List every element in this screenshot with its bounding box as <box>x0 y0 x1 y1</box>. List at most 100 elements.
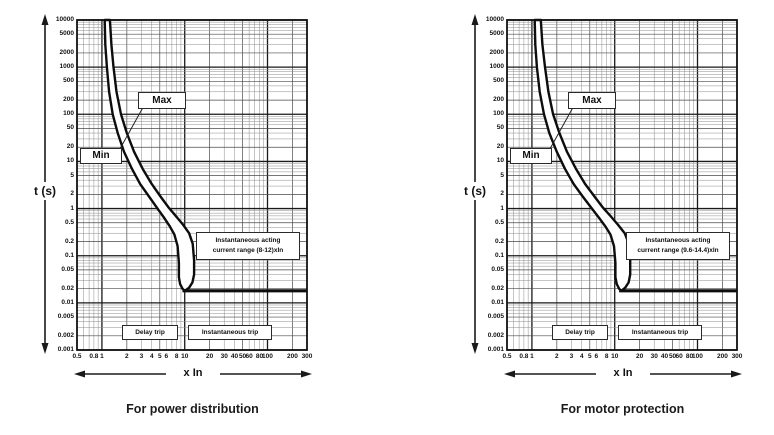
y-tick-label: 5 <box>500 171 504 179</box>
x-tick-label: 40 <box>230 353 239 360</box>
chart-caption: For motor protection <box>560 402 685 416</box>
x-tick-label: 80 <box>685 353 694 360</box>
y-tick-label: 2 <box>500 190 504 198</box>
x-tick-label: 200 <box>716 353 728 360</box>
y-tick-label: 0.002 <box>487 331 504 339</box>
x-tick-label: 0.8 <box>89 353 99 360</box>
x-tick-label: 1 <box>530 353 534 360</box>
y-tick-label: 1000 <box>59 63 74 71</box>
instantaneous-range-note: Instantaneous acting current range (9.6-… <box>626 232 730 261</box>
y-tick-label: 500 <box>63 77 74 85</box>
max-curve-label: Max <box>568 92 616 109</box>
y-tick-label: 0.02 <box>61 284 74 292</box>
delay-trip-label: Delay trip <box>552 325 608 340</box>
x-tick-label: 0.5 <box>502 353 512 360</box>
y-tick-label: 0.005 <box>487 313 504 321</box>
y-tick-label: 50 <box>66 124 74 132</box>
note-line-1: Instantaneous acting <box>645 237 711 244</box>
arrowhead-left-icon <box>74 370 85 378</box>
y-tick-label: 10000 <box>485 16 504 23</box>
arrowhead-down-icon <box>41 343 49 354</box>
arrowhead-right-icon <box>301 370 312 378</box>
x-tick-label: 200 <box>286 353 298 360</box>
y-tick-label: 0.05 <box>491 265 504 273</box>
y-tick-label: 100 <box>493 110 504 118</box>
y-tick-label: 0.5 <box>494 218 504 226</box>
instantaneous-trip-label: Instantaneous trip <box>618 325 702 340</box>
y-tick-label: 20 <box>496 143 504 151</box>
trip-curve-chart-power-distribution: t (s) 10000 5000 2000 1000 500 200 100 50 20 10 5 2… <box>20 8 365 432</box>
y-tick-label: 0.5 <box>64 218 74 226</box>
x-tick-label: 0.5 <box>72 353 82 360</box>
x-tick-label: 50 <box>668 353 677 360</box>
note-line-1: Instantaneous acting <box>215 237 281 244</box>
arrowhead-down-icon <box>471 343 479 354</box>
y-tick-label: 5000 <box>59 30 74 38</box>
note-line-2: current range (9.6-14.4)xIn <box>637 247 719 255</box>
y-tick-label: 200 <box>63 96 74 104</box>
x-tick-label: 2 <box>125 353 129 360</box>
x-tick-label: 6 <box>594 353 599 360</box>
x-tick-label: 80 <box>255 353 264 360</box>
y-tick-label: 0.05 <box>61 265 74 273</box>
x-tick-label: 20 <box>636 353 644 360</box>
label-leader-line <box>545 101 577 157</box>
y-tick-label: 2 <box>70 190 74 198</box>
x-tick-label: 8 <box>174 353 179 360</box>
y-tick-label: 200 <box>493 96 504 104</box>
plot-border <box>506 19 738 351</box>
y-tick-label: 100 <box>63 110 74 118</box>
x-tick-label: 2 <box>555 353 559 360</box>
instantaneous-trip-label: Instantaneous trip <box>188 325 272 340</box>
plot-border <box>76 19 308 351</box>
plot-canvas <box>471 14 742 378</box>
arrowhead-up-icon <box>471 14 479 25</box>
x-tick-label: 60 <box>675 353 683 360</box>
x-tick-label: 3 <box>569 353 574 360</box>
x-tick-label: 4 <box>579 353 584 360</box>
x-tick-label: 3 <box>139 353 144 360</box>
label-leader-line <box>115 101 147 157</box>
y-tick-label: 0.01 <box>61 298 74 306</box>
x-tick-label: 0.8 <box>519 353 529 360</box>
x-tick-label: 10 <box>181 353 189 360</box>
y-tick-label: 20 <box>66 143 74 151</box>
arrowhead-left-icon <box>504 370 515 378</box>
y-tick-label: 1000 <box>489 63 504 71</box>
y-tick-label: 0.01 <box>491 298 504 306</box>
y-tick-label: 0.005 <box>57 313 74 321</box>
y-tick-label: 10000 <box>55 16 74 23</box>
x-tick-label: 8 <box>604 353 609 360</box>
x-tick-label: 5 <box>587 353 592 360</box>
x-tick-label: 30 <box>220 353 228 360</box>
y-tick-label: 5 <box>70 171 74 179</box>
y-tick-label: 0.1 <box>494 251 504 259</box>
arrowhead-up-icon <box>41 14 49 25</box>
y-tick-label: 0.002 <box>57 331 74 339</box>
y-tick-label: 0.02 <box>491 284 504 292</box>
x-tick-label: 5 <box>157 353 162 360</box>
y-tick-label: 0.2 <box>494 237 504 245</box>
x-tick-label: 6 <box>164 353 169 360</box>
x-tick-label: 4 <box>149 353 154 360</box>
x-tick-label: 30 <box>650 353 658 360</box>
y-tick-label: 0.001 <box>57 346 74 353</box>
arrowhead-right-icon <box>731 370 742 378</box>
y-tick-label: 0.001 <box>487 346 504 353</box>
y-axis-title: t (s) <box>24 182 66 200</box>
x-tick-label: 20 <box>206 353 214 360</box>
chart-caption: For power distribution <box>126 402 259 416</box>
x-tick-label: 60 <box>245 353 253 360</box>
min-curve-label: Min <box>80 148 122 164</box>
delay-trip-label: Delay trip <box>122 325 178 340</box>
min-curve-label: Min <box>510 148 552 164</box>
trip-curve-chart-motor-protection: t (s) 10000 5000 2000 1000 500 200 100 50 20 10 5 2… <box>450 8 774 432</box>
y-tick-label: 0.2 <box>64 237 74 245</box>
y-tick-label: 2000 <box>59 48 74 56</box>
y-tick-label: 2000 <box>489 48 504 56</box>
x-tick-label: 300 <box>301 353 313 360</box>
y-tick-label: 1 <box>70 204 74 212</box>
x-tick-label: 1 <box>100 353 104 360</box>
instantaneous-range-note: Instantaneous acting current range (8-12… <box>196 232 300 261</box>
y-tick-label: 50 <box>496 124 504 132</box>
